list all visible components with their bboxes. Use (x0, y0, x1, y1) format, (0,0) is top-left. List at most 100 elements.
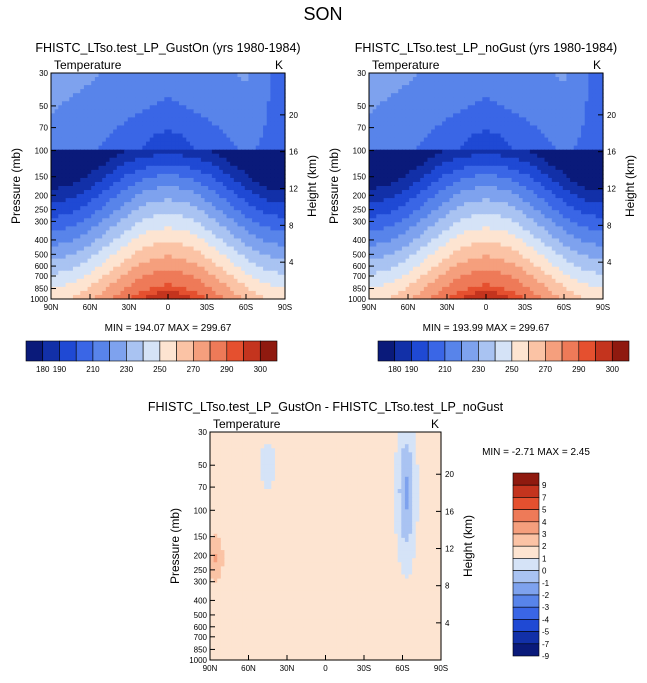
field-cell (138, 194, 144, 199)
field-cell (215, 161, 220, 167)
field-cell (270, 194, 275, 199)
field-cell (193, 218, 198, 223)
field-cell (168, 153, 173, 159)
field-cell (456, 113, 462, 118)
field-cell (91, 190, 96, 195)
field-cell (390, 117, 396, 123)
field-cell (51, 286, 56, 292)
field-cell (222, 190, 228, 195)
field-cell (467, 141, 472, 147)
field-cell (142, 169, 147, 175)
field-cell (244, 169, 250, 175)
field-cell (398, 113, 403, 118)
field-cell (518, 113, 524, 118)
field-cell (160, 186, 165, 191)
field-cell (248, 73, 253, 78)
field-cell (449, 153, 454, 159)
field-cell (453, 89, 458, 94)
field-cell (175, 137, 180, 143)
field-cell (442, 85, 447, 90)
field-cell (124, 173, 129, 179)
field-cell (475, 77, 480, 82)
field-cell (160, 262, 165, 268)
field-cell (401, 89, 407, 94)
field-cell (409, 81, 414, 86)
field-cell (548, 121, 553, 127)
field-cell (87, 181, 92, 187)
field-cell (83, 262, 89, 268)
field-cell (259, 101, 264, 106)
field-cell (226, 101, 231, 106)
field-cell (390, 141, 396, 147)
field-cell (127, 161, 133, 167)
field-cell (83, 242, 89, 248)
field-cell (237, 153, 242, 159)
field-cell (544, 89, 549, 94)
field-cell (394, 133, 399, 139)
field-cell (274, 105, 279, 110)
field-cell (135, 226, 140, 231)
field-cell (135, 246, 140, 252)
field-cell (412, 145, 418, 151)
field-cell (157, 194, 162, 199)
field-cell (72, 85, 78, 90)
field-cell (149, 169, 154, 175)
field-cell (98, 173, 103, 179)
field-cell (570, 117, 575, 123)
field-cell (153, 177, 158, 183)
field-cell (113, 105, 118, 110)
field-cell (87, 230, 92, 236)
field-cell (124, 262, 129, 268)
field-cell (241, 242, 246, 248)
field-cell (153, 250, 158, 256)
field-cell (160, 77, 165, 82)
field-cell (241, 202, 246, 207)
field-cell (551, 133, 557, 139)
field-cell (109, 190, 114, 195)
field-cell (76, 246, 81, 252)
field-cell (274, 214, 279, 219)
field-cell (263, 198, 268, 203)
field-cell (138, 282, 144, 288)
field-cell (197, 202, 202, 207)
field-cell (405, 81, 410, 86)
field-cell (551, 117, 557, 123)
field-cell (526, 89, 531, 94)
field-cell (449, 105, 454, 110)
field-cell (511, 77, 516, 82)
field-cell (116, 113, 122, 118)
field-cell (105, 105, 111, 110)
field-cell (423, 109, 429, 114)
field-cell (215, 169, 220, 175)
field-cell (252, 157, 257, 163)
field-cell (398, 109, 403, 114)
field-cell (471, 125, 476, 131)
field-cell (76, 141, 81, 147)
field-cell (387, 141, 392, 147)
field-cell (500, 109, 505, 114)
field-cell (178, 125, 184, 131)
field-cell (431, 89, 436, 94)
field-cell (182, 137, 187, 143)
field-cell (241, 222, 246, 227)
field-cell (200, 290, 206, 296)
field-cell (102, 198, 107, 203)
field-cell (515, 73, 520, 78)
field-cell (72, 157, 78, 163)
field-cell (566, 93, 571, 98)
field-cell (559, 149, 564, 155)
field-cell (65, 157, 70, 163)
field-cell (237, 206, 242, 211)
field-cell (178, 153, 184, 159)
field-cell (193, 234, 198, 240)
field-cell (215, 222, 220, 227)
field-cell (416, 85, 421, 90)
field-cell (259, 202, 264, 207)
field-cell (109, 133, 114, 139)
field-cell (51, 234, 56, 240)
field-cell (244, 105, 250, 110)
field-cell (171, 73, 176, 78)
field-cell (127, 262, 133, 268)
field-cell (197, 238, 202, 244)
field-cell (175, 117, 180, 123)
